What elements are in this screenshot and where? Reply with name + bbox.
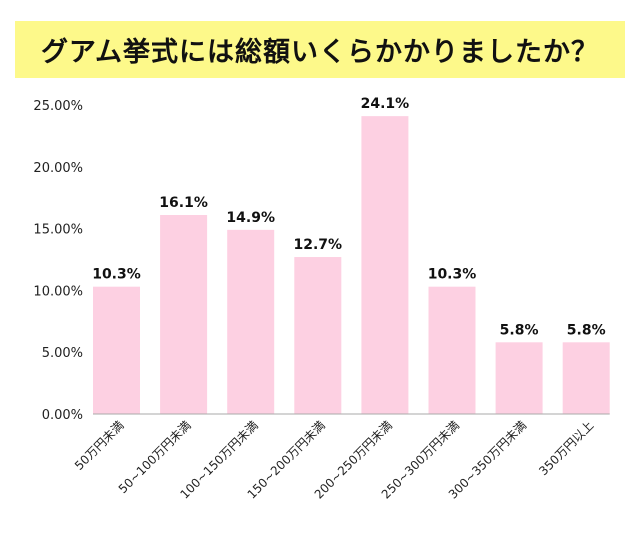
data-label: 24.1% — [361, 96, 410, 112]
bar — [93, 286, 140, 414]
data-label: 10.3% — [92, 267, 141, 283]
chart-title-banner: グアム挙式には総額いくらかかりましたか？ — [15, 21, 625, 78]
data-label: 10.3% — [428, 267, 477, 283]
bar — [495, 342, 543, 414]
data-label: 12.7% — [294, 237, 343, 253]
chart-title: グアム挙式には総額いくらかかりましたか？ — [40, 37, 600, 68]
y-tick-label: 15.00% — [33, 223, 83, 238]
x-tick-label: 50万円未満 — [72, 418, 127, 473]
data-label: 5.8% — [500, 322, 539, 338]
x-tick-label: 50~100万円未満 — [116, 418, 194, 496]
y-tick-label: 5.00% — [42, 346, 83, 361]
data-label: 5.8% — [567, 322, 606, 338]
bar — [294, 257, 342, 414]
y-tick-label: 20.00% — [33, 161, 83, 176]
bar — [562, 342, 610, 414]
data-label: 14.9% — [226, 210, 275, 226]
bar — [361, 116, 409, 415]
data-label: 16.1% — [159, 195, 208, 211]
y-tick-label: 25.00% — [33, 99, 83, 114]
x-tick-label: 350万円以上 — [536, 418, 596, 478]
y-tick-label: 0.00% — [42, 408, 83, 423]
y-tick-label: 10.00% — [33, 284, 83, 299]
bar — [160, 215, 208, 414]
bar — [227, 229, 275, 414]
bar — [428, 286, 476, 414]
